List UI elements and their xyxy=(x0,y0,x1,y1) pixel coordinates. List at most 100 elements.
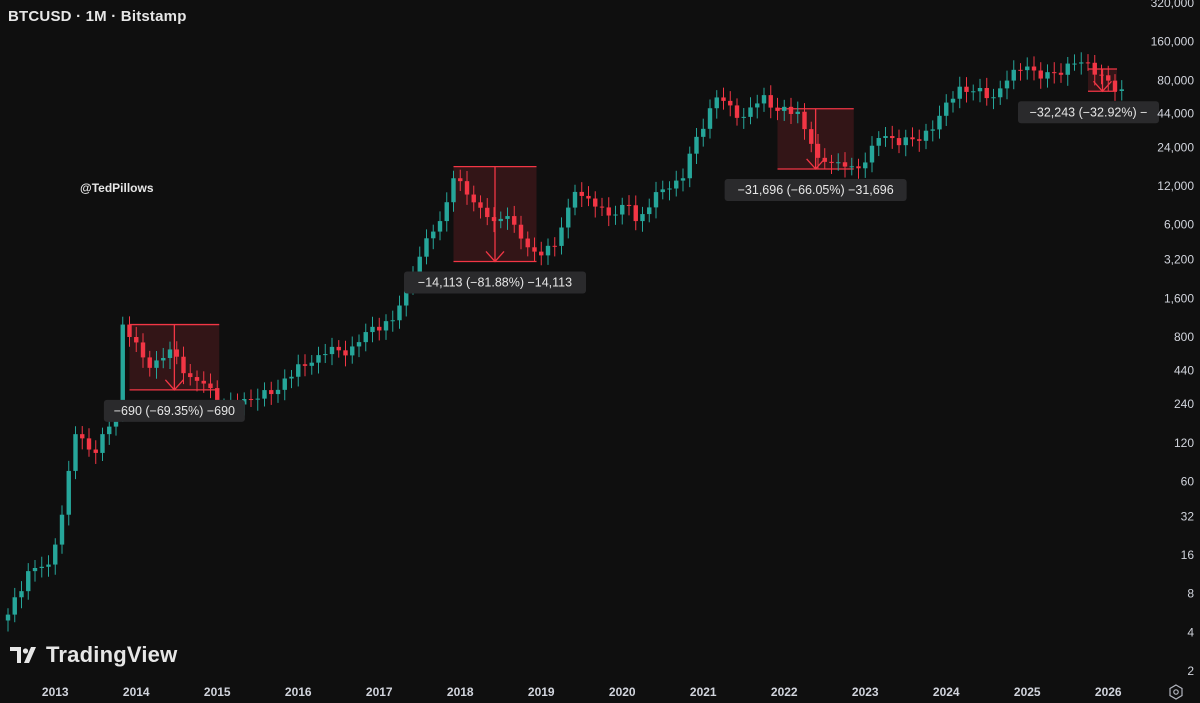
candle-body xyxy=(1099,74,1104,76)
candle-2023-04 xyxy=(883,127,888,147)
candle-2012-09 xyxy=(26,563,31,600)
candle-body xyxy=(977,88,983,92)
candle-2012-07 xyxy=(12,587,17,623)
candle-body xyxy=(957,86,962,99)
candle-body xyxy=(552,245,557,247)
candle-body xyxy=(248,399,254,401)
candle-body xyxy=(593,198,598,207)
candle-2017-04 xyxy=(397,295,402,329)
time-tick-label: 2021 xyxy=(690,685,717,699)
candle-2024-12 xyxy=(1018,63,1023,81)
drawdown-box xyxy=(777,108,854,170)
candle-body xyxy=(59,514,65,545)
candle-2017-03 xyxy=(390,310,395,332)
candle-2015-08 xyxy=(262,382,267,407)
candle-2016-09 xyxy=(350,336,355,364)
candle-2020-08 xyxy=(667,181,672,201)
candle-body xyxy=(383,321,389,331)
candle-body xyxy=(849,166,854,168)
candle-body xyxy=(606,207,611,216)
candle-body xyxy=(100,434,105,453)
candle-body xyxy=(863,162,868,169)
candle-2014-02 xyxy=(140,333,146,368)
candle-body xyxy=(1018,69,1023,71)
tradingview-brand[interactable]: TradingView xyxy=(10,642,177,668)
candle-2024-11 xyxy=(1011,60,1016,90)
time-axis: 2013 2014 2015 2016 2017 2018 2019 2020 2021 2022… xyxy=(42,685,1122,699)
candle-body xyxy=(201,380,206,384)
time-tick-label: 2015 xyxy=(204,685,231,699)
candle-body xyxy=(5,614,11,621)
candle-body xyxy=(626,204,632,206)
candle-body xyxy=(323,354,328,356)
price-tick-label: 6,000 xyxy=(1164,218,1194,232)
candle-body xyxy=(404,287,409,306)
candle-2022-05 xyxy=(809,121,814,153)
candle-body xyxy=(721,97,726,101)
candle-2017-12 xyxy=(451,170,456,212)
candle-2023-12 xyxy=(937,105,942,139)
candle-2022-09 xyxy=(836,153,841,171)
candle-body xyxy=(512,216,517,225)
candle-body xyxy=(714,97,719,109)
candle-body xyxy=(768,95,773,108)
candle-2019-01 xyxy=(539,241,544,266)
candle-2024-01 xyxy=(944,94,949,126)
candle-body xyxy=(1119,89,1124,92)
candle-2020-07 xyxy=(660,180,665,200)
candle-2021-12 xyxy=(775,97,780,121)
candle-body xyxy=(869,145,875,163)
price-tick-label: 80,000 xyxy=(1157,73,1194,87)
candle-2014-06 xyxy=(167,341,173,370)
candle-body xyxy=(937,115,942,130)
candle-body xyxy=(707,108,713,129)
candle-body xyxy=(86,438,92,450)
candle-body xyxy=(370,326,375,333)
candle-2018-03 xyxy=(471,185,476,212)
candle-2021-07 xyxy=(741,108,746,129)
candle-body xyxy=(485,207,490,218)
candle-body xyxy=(336,346,341,351)
candle-body xyxy=(1045,72,1050,79)
candle-body xyxy=(1004,80,1010,89)
drawdown-label-text: −14,113 (−81.88%) −14,113 xyxy=(418,275,572,289)
candle-2015-10 xyxy=(275,379,281,403)
price-tick-label: 4 xyxy=(1187,625,1194,639)
candle-2018-07 xyxy=(498,211,503,229)
candle-2016-08 xyxy=(343,340,348,367)
time-tick-label: 2016 xyxy=(285,685,312,699)
candle-2014-04 xyxy=(154,350,159,379)
price-tick-label: 60 xyxy=(1181,474,1195,488)
candle-body xyxy=(154,360,159,368)
candle-2016-02 xyxy=(302,354,308,377)
candle-body xyxy=(1065,63,1070,75)
candle-2012-12 xyxy=(46,555,51,577)
price-tick-label: 44,000 xyxy=(1157,107,1194,121)
candle-2014-05 xyxy=(161,347,166,369)
candle-body xyxy=(377,326,382,331)
candle-body xyxy=(302,364,308,366)
candle-body xyxy=(1058,72,1064,75)
candle-body xyxy=(647,207,652,215)
drawdown-label-text: −32,243 (−32.92%) − xyxy=(1030,105,1148,119)
candle-body xyxy=(161,357,166,361)
candle-2025-11 xyxy=(1092,54,1097,86)
price-tick-label: 240 xyxy=(1174,397,1194,411)
candle-body xyxy=(950,98,956,103)
candle-2022-04 xyxy=(802,103,807,140)
time-tick-label: 2025 xyxy=(1014,685,1041,699)
time-tick-label: 2017 xyxy=(366,685,393,699)
candle-2012-10 xyxy=(32,559,38,582)
candle-2023-10 xyxy=(923,123,929,150)
candle-2022-10 xyxy=(842,152,848,178)
candle-body xyxy=(464,181,470,195)
candle-2021-08 xyxy=(748,97,753,125)
chart-settings-icon[interactable] xyxy=(1168,684,1184,700)
candle-2017-02 xyxy=(383,314,389,340)
symbol-title[interactable]: BTCUSD · 1M · Bitstamp xyxy=(8,8,187,25)
candle-body xyxy=(458,178,463,182)
candle-body xyxy=(343,350,348,356)
candle-2018-11 xyxy=(525,231,530,257)
